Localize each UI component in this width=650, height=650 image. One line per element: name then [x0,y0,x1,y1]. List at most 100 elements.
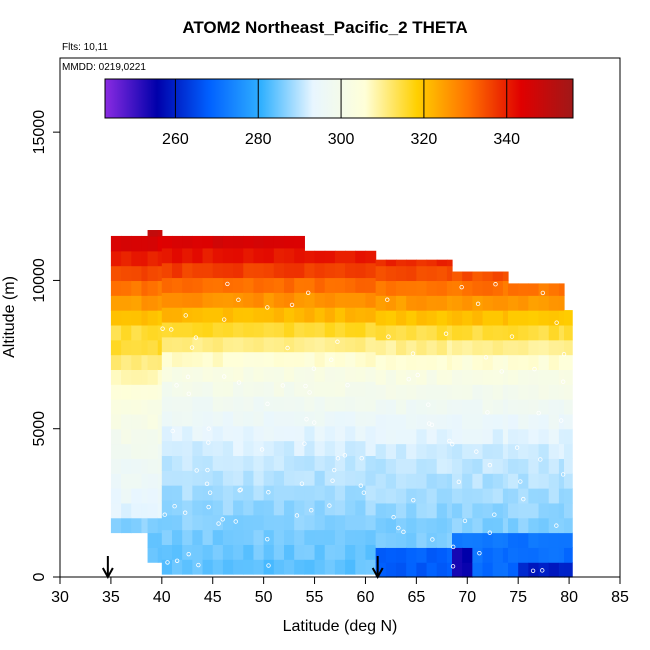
heatmap-cell [564,547,573,563]
heatmap-cell [294,277,305,293]
heatmap-cell [436,369,448,385]
heatmap-cell [243,440,255,457]
heatmap-cell [157,339,163,356]
heatmap-cell [365,529,377,545]
heatmap-cell [492,547,504,563]
heatmap-cell [263,235,275,249]
heatmap-cell [518,502,529,519]
heatmap-cell [110,250,122,267]
heatmap-cell [172,336,183,353]
heatmap-cell [558,473,565,489]
heatmap-cell [110,488,122,504]
heatmap-cell [396,547,407,563]
heatmap-cell [472,295,484,311]
heatmap-cell [243,366,255,382]
heatmap-cell [284,292,295,308]
heatmap-cell [548,532,560,548]
heatmap-cell [294,425,305,442]
heatmap-cell [222,440,234,457]
heatmap-cell [284,381,295,397]
heatmap-cell [157,235,163,252]
sample-point [536,410,541,416]
heatmap-cell [558,443,565,459]
heatmap-cell [147,443,159,459]
heatmap-cell [141,488,149,504]
heatmap-cell [426,354,438,370]
heatmap-cell [334,250,346,264]
heatmap-cell [334,455,346,471]
heatmap-cell [406,413,417,430]
heatmap-cell [365,425,377,442]
heatmap-cell [222,381,234,397]
heatmap-cell [385,443,397,459]
heatmap-cell [304,250,316,264]
sample-point [487,462,493,468]
heatmap-cell [222,247,234,264]
heatmap-cell [121,399,132,415]
heatmap-cell [446,502,453,519]
heatmap-cell [446,295,453,311]
x-tick-label: 50 [255,589,273,606]
heatmap-cell [147,384,159,400]
heatmap-cell [202,336,214,353]
heatmap-cell [558,324,565,341]
heatmap-cell [212,440,224,457]
heatmap-cell [222,336,234,353]
heatmap-cell [482,399,494,415]
heatmap-cell [121,384,132,400]
heatmap-cell [314,485,326,501]
heatmap-cell [365,381,377,397]
heatmap-cell [426,562,438,578]
sample-point [430,537,435,542]
heatmap-cell [385,295,397,311]
heatmap-cell [528,428,540,445]
heatmap-cell [147,310,159,326]
heatmap-cell [212,559,224,575]
heatmap-cell [243,336,255,353]
heatmap-cell [131,250,143,267]
heatmap-cell [508,428,519,445]
heatmap-cell [253,544,265,560]
heatmap-cell [406,295,417,311]
heatmap-cell [253,410,265,427]
heatmap-cell [314,381,326,397]
sample-point [170,428,175,434]
heatmap-cell [375,310,387,326]
heatmap-cell [482,295,494,311]
heatmap-cell [314,544,326,560]
heatmap-cell [222,470,234,486]
heatmap-cell [508,283,519,296]
heatmap-cell [263,321,275,338]
heatmap-cell [131,384,143,400]
colorbar-tick-label: 320 [411,131,438,148]
heatmap-cell [324,455,336,471]
heatmap-cell [492,532,504,548]
heatmap-cell [161,292,173,308]
heatmap-cell [192,366,204,382]
heatmap-cell [345,455,356,471]
heatmap-cell [452,502,463,519]
heatmap-cell [426,502,438,519]
sample-point [560,472,566,477]
heatmap-cell [222,499,234,516]
heatmap-cell [294,455,305,471]
sample-point [189,345,195,350]
heatmap-cell [518,324,529,341]
heatmap-cell [406,428,417,445]
heatmap-cell [446,473,453,489]
heatmap-cell [385,562,397,578]
heatmap-cell [426,547,438,563]
heatmap-cell [141,265,149,282]
heatmap-cell [284,425,295,442]
heatmap-cell [558,428,565,445]
heatmap-cell [324,470,336,486]
heatmap-cell [518,310,529,326]
sample-point [280,383,286,388]
heatmap-cell [294,514,305,531]
heatmap-cell [558,354,565,370]
heatmap-cell [121,250,132,267]
heatmap-cell [528,369,540,385]
heatmap-cell [243,247,255,264]
heatmap-cell [212,455,224,471]
heatmap-cell [222,544,234,560]
